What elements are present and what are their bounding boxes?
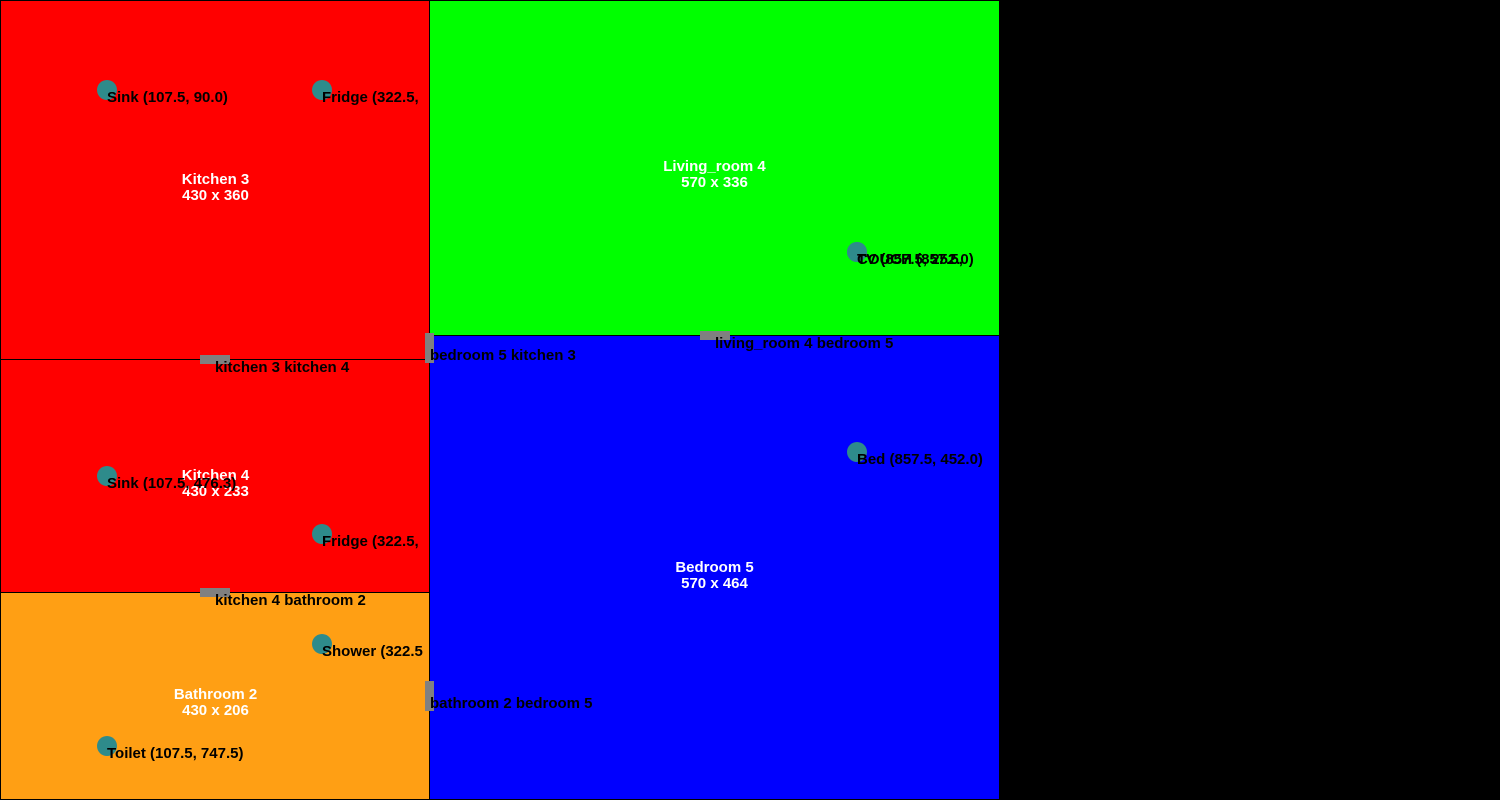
fixture-label-bed: Bed (857.5, 452.0) bbox=[857, 451, 983, 468]
fridge-icon bbox=[312, 80, 332, 100]
room-size: 430 x 206 bbox=[182, 702, 249, 719]
fixture-label-tv: TV (857.5, 252.0) bbox=[857, 251, 974, 268]
room-label-kitchen-3: Kitchen 3 430 x 360 bbox=[1, 172, 430, 204]
door-livingroom4-bedroom5 bbox=[700, 331, 730, 340]
door-label: kitchen 4 bathroom 2 bbox=[215, 592, 366, 609]
fixture-label-fridge: Fridge (322.5, bbox=[322, 89, 419, 106]
room-label-living-room-4: Living_room 4 570 x 336 bbox=[430, 159, 999, 191]
tv-icon bbox=[847, 242, 867, 262]
room-label-kitchen-4: Kitchen 4 430 x 233 bbox=[1, 468, 430, 500]
door-bathroom2-bedroom5 bbox=[425, 681, 434, 711]
room-size: 430 x 233 bbox=[182, 483, 249, 500]
fixture-label-clip: Fridge (322.5, bbox=[322, 89, 430, 109]
fixture-label-fridge: Fridge (322.5, bbox=[322, 533, 419, 550]
shower-icon bbox=[312, 634, 332, 654]
room-name: Kitchen 4 bbox=[181, 467, 250, 484]
sink-icon bbox=[97, 466, 117, 486]
room-size: 570 x 336 bbox=[681, 174, 748, 191]
room-bathroom-2: Bathroom 2 430 x 206 bbox=[0, 592, 431, 800]
room-living-room-4: Living_room 4 570 x 336 bbox=[429, 0, 1000, 337]
fixture-label-couch: COUCH (857.5, bbox=[857, 251, 963, 268]
sink-icon bbox=[97, 80, 117, 100]
room-bedroom-5: Bedroom 5 570 x 464 bbox=[429, 335, 1000, 800]
fixture-label-clip: Fridge (322.5, bbox=[322, 533, 430, 553]
fixture-label-sink: Sink (107.5, 90.0) bbox=[107, 89, 228, 106]
room-kitchen-4: Kitchen 4 430 x 233 bbox=[0, 359, 431, 594]
fixture-label-toilet: Toilet (107.5, 747.5) bbox=[107, 745, 244, 762]
toilet-icon bbox=[97, 736, 117, 756]
fridge-icon bbox=[312, 524, 332, 544]
bed-icon bbox=[847, 442, 867, 462]
fixture-label-clip: COUCH (857.5, TV (857.5, 252.0) bbox=[857, 251, 1000, 271]
fixture-label-sink: Sink (107.5, 476.3) bbox=[107, 475, 237, 492]
room-kitchen-3: Kitchen 3 430 x 360 bbox=[0, 0, 431, 361]
fixture-label-shower: Shower (322.5 bbox=[322, 643, 423, 660]
door-label: bathroom 2 bedroom 5 bbox=[430, 695, 593, 712]
door-label: bedroom 5 kitchen 3 bbox=[430, 347, 576, 364]
room-size: 570 x 464 bbox=[681, 575, 748, 592]
room-label-bedroom-5: Bedroom 5 570 x 464 bbox=[430, 560, 999, 592]
door-label: kitchen 3 kitchen 4 bbox=[215, 359, 350, 376]
fixture-label-clip: Shower (322.5 bbox=[322, 643, 430, 663]
door-kitchen4-bathroom2 bbox=[200, 588, 230, 597]
floor-plan: Kitchen 3 430 x 360 Kitchen 4 430 x 233 … bbox=[0, 0, 1000, 800]
room-label-bathroom-2: Bathroom 2 430 x 206 bbox=[1, 687, 430, 719]
room-name: Kitchen 3 bbox=[181, 171, 250, 188]
room-name: Bathroom 2 bbox=[173, 686, 258, 703]
door-bedroom5-kitchen3 bbox=[425, 333, 434, 363]
door-kitchen3-kitchen4 bbox=[200, 355, 230, 364]
room-size: 430 x 360 bbox=[182, 187, 249, 204]
room-name: Bedroom 5 bbox=[675, 559, 754, 576]
room-name: Living_room 4 bbox=[663, 158, 766, 175]
door-label: living_room 4 bedroom 5 bbox=[715, 335, 894, 352]
